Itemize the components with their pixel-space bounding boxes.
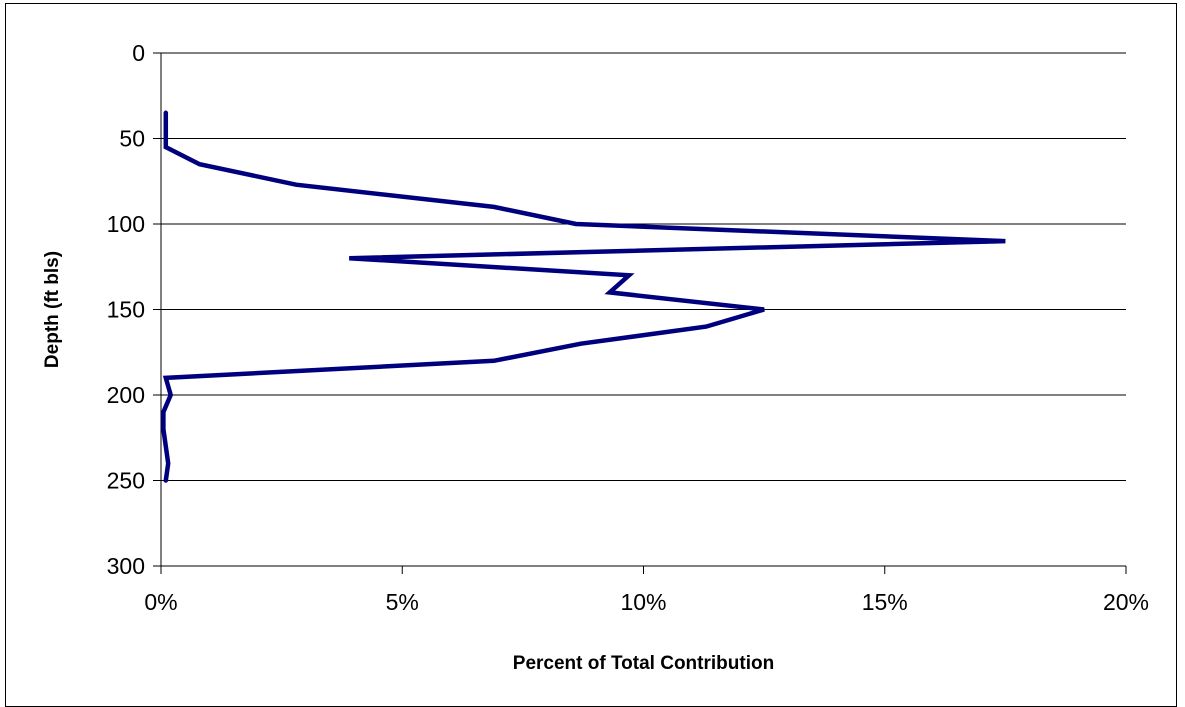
x-axis-title: Percent of Total Contribution <box>513 653 774 674</box>
y-tick-label: 150 <box>107 297 145 323</box>
x-tick-label: 5% <box>386 589 419 615</box>
y-tick-label: 250 <box>107 468 145 494</box>
y-tick-label: 300 <box>107 553 145 579</box>
y-tick-label: 0 <box>132 40 145 66</box>
y-axis-title: Depth (ft bls) <box>42 251 63 368</box>
chart-svg: 0 50 100 150 200 250 300 0% 5% 10% 15% 20% Percent… <box>6 4 1178 702</box>
y-axis-ticks: 0 50 100 150 200 250 300 <box>107 40 161 579</box>
chart-frame: 0 50 100 150 200 250 300 0% 5% 10% 15% 20% Percent… <box>5 3 1177 707</box>
x-tick-label: 0% <box>144 589 177 615</box>
series-line-0 <box>163 113 1005 481</box>
x-axis-ticks: 0% 5% 10% 15% 20% <box>144 566 1149 615</box>
series-layer <box>163 113 1005 481</box>
y-tick-label: 200 <box>107 382 145 408</box>
y-tick-label: 50 <box>119 126 145 152</box>
x-tick-label: 10% <box>620 589 666 615</box>
x-tick-label: 15% <box>862 589 908 615</box>
y-tick-label: 100 <box>107 211 145 237</box>
x-tick-label: 20% <box>1103 589 1149 615</box>
gridlines <box>161 53 1126 566</box>
